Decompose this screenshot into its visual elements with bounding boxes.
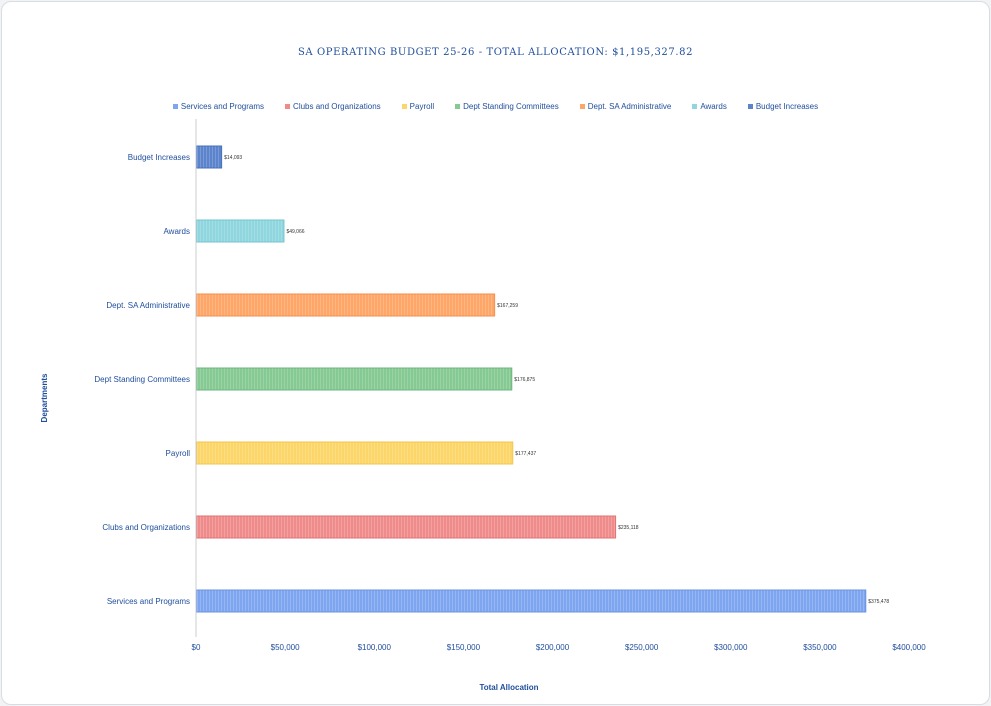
x-axis-title: Total Allocation	[479, 683, 538, 692]
legend-swatch	[747, 103, 753, 109]
legend-item[interactable]: Dept. SA Administrative	[579, 99, 672, 113]
chart-title: SA OPERATING BUDGET 25-26 - TOTAL ALLOCA…	[297, 47, 694, 58]
legend-swatch	[455, 103, 461, 109]
x-tick-label: $350,000	[803, 643, 837, 652]
legend-label: Services and Programs	[180, 101, 265, 111]
bar-budget-increases[interactable]	[196, 145, 223, 169]
y-axis-title: Departments	[40, 373, 49, 422]
legend-item[interactable]: Dept Standing Committees	[455, 99, 559, 113]
x-tick-label: $0	[192, 643, 201, 652]
legend-item[interactable]: Clubs and Organizations	[285, 99, 381, 113]
legend-item[interactable]: Services and Programs	[172, 99, 265, 113]
bar-payroll[interactable]	[196, 441, 514, 465]
value-label: $177,437	[515, 451, 536, 457]
category-label: Budget Increases	[128, 153, 190, 162]
bar-awards[interactable]	[196, 219, 285, 243]
legend-swatch	[692, 103, 698, 109]
value-label: $375,478	[868, 599, 889, 605]
value-label: $167,259	[497, 303, 518, 309]
legend-label: Awards	[700, 101, 727, 111]
x-tick-label: $400,000	[892, 643, 926, 652]
legend-swatch	[579, 103, 585, 109]
legend-label: Dept. SA Administrative	[587, 101, 672, 111]
category-label: Dept. SA Administrative	[106, 301, 190, 310]
category-label: Services and Programs	[107, 597, 190, 606]
legend-label: Payroll	[409, 101, 435, 111]
category-label: Payroll	[166, 449, 191, 458]
legend: Services and Programs Clubs and Organizat…	[0, 99, 991, 113]
category-label: Dept Standing Committees	[94, 375, 190, 384]
x-tick-label: $100,000	[358, 643, 392, 652]
category-label: Clubs and Organizations	[102, 523, 190, 532]
bar-clubs-and-organizations[interactable]	[196, 515, 617, 539]
value-label: $235,118	[618, 525, 639, 531]
x-tick-label: $250,000	[625, 643, 659, 652]
legend-swatch	[401, 103, 407, 109]
x-tick-label: $200,000	[536, 643, 570, 652]
value-label: $49,066	[286, 229, 304, 235]
value-label: $176,875	[514, 377, 535, 383]
legend-item[interactable]: Awards	[692, 99, 727, 113]
bar-dept-sa-administrative[interactable]	[196, 293, 496, 317]
legend-item[interactable]: Budget Increases	[747, 99, 819, 113]
value-label: $14,093	[224, 155, 242, 161]
legend-label: Budget Increases	[755, 101, 819, 111]
legend-label: Clubs and Organizations	[293, 101, 381, 111]
legend-swatch	[285, 103, 291, 109]
x-tick-label: $50,000	[271, 643, 300, 652]
legend-swatch	[172, 103, 178, 109]
x-tick-label: $150,000	[447, 643, 481, 652]
bar-services-and-programs[interactable]	[196, 589, 867, 613]
legend-item[interactable]: Payroll	[401, 99, 435, 113]
bar-dept-standing-committees[interactable]	[196, 367, 513, 391]
x-tick-label: $300,000	[714, 643, 748, 652]
legend-label: Dept Standing Committees	[463, 101, 559, 111]
category-label: Awards	[163, 227, 190, 236]
